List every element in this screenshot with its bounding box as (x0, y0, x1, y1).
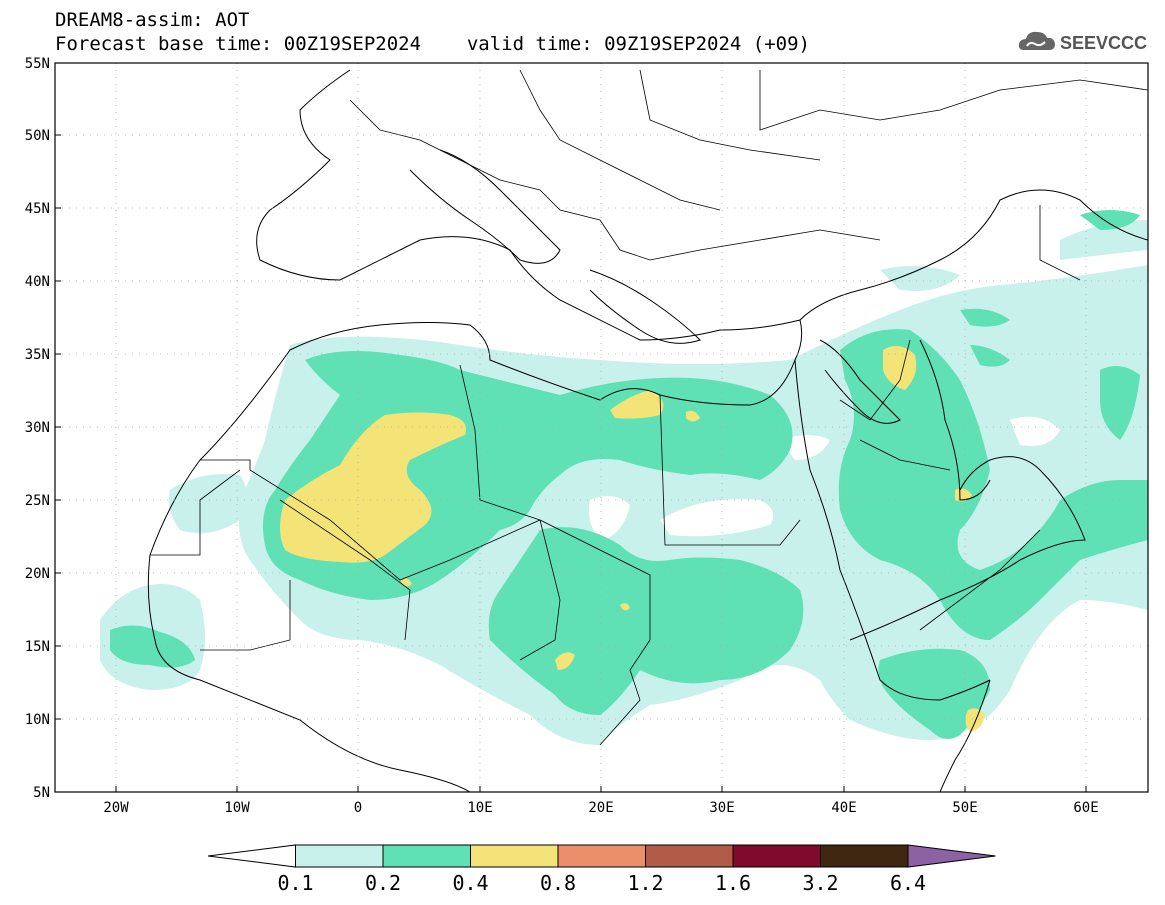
lon-label: 60E (1073, 800, 1098, 816)
colorbar-arrow-high (907, 844, 996, 868)
colorbar-label: 3.2 (802, 871, 838, 895)
lat-label: 55N (25, 56, 50, 72)
lon-label: 10W (224, 800, 250, 816)
valid-time: valid time: 09Z19SEP2024 (+09) (466, 33, 810, 55)
map-title: DREAM8-assim: AOT (55, 9, 250, 31)
colorbar-segment (470, 844, 559, 868)
lat-label: 10N (25, 712, 50, 728)
lat-label: 45N (25, 201, 50, 217)
colorbar-segment (557, 844, 646, 868)
colorbar-label: 0.1 (277, 871, 313, 895)
coastlines (147, 69, 1148, 792)
aot-contour-0.4-0.8 (280, 346, 985, 732)
axis-ticks (55, 62, 1087, 793)
colorbar-segments (207, 844, 996, 868)
lon-label: 20W (103, 800, 129, 816)
lat-label: 25N (25, 493, 50, 509)
lat-label: 40N (25, 274, 50, 290)
lon-label: 30E (709, 800, 734, 816)
lat-label: 20N (25, 566, 50, 582)
colorbar-label: 1.2 (627, 871, 663, 895)
colorbar-label: 6.4 (890, 871, 926, 895)
country-borders (150, 69, 1148, 746)
base-time: Forecast base time: 00Z19SEP2024 (55, 33, 422, 55)
colorbar-segment (645, 844, 734, 868)
lon-label: 20E (588, 800, 613, 816)
logo-text: SEEVCCC (1060, 33, 1147, 53)
colorbar-arrow-low (207, 844, 296, 868)
colorbar: 0.1 0.2 0.4 0.8 1.2 1.6 3.2 6.4 (207, 844, 996, 895)
lat-lon-gridlines (55, 63, 1148, 792)
colorbar-labels: 0.1 0.2 0.4 0.8 1.2 1.6 3.2 6.4 (277, 871, 926, 895)
lon-label: 50E (952, 800, 977, 816)
colorbar-segment (382, 844, 471, 868)
colorbar-segment (295, 844, 384, 868)
colorbar-label: 1.6 (715, 871, 751, 895)
aot-map: 55N 50N 45N 40N 35N 30N 25N 20N 15N 10N … (25, 56, 1149, 816)
lat-label: 15N (25, 639, 50, 655)
colorbar-segment (732, 844, 821, 868)
colorbar-label: 0.2 (365, 871, 401, 895)
lon-label: 40E (831, 800, 856, 816)
lat-label: 30N (25, 420, 50, 436)
colorbar-label: 0.4 (452, 871, 488, 895)
lat-label: 50N (25, 128, 50, 144)
lat-label: 5N (33, 785, 50, 801)
lat-label: 35N (25, 347, 50, 363)
colorbar-label: 0.8 (540, 871, 576, 895)
seevccc-logo: SEEVCCC (1018, 31, 1147, 53)
lon-label: 0 (354, 800, 362, 816)
forecast-times: Forecast base time: 00Z19SEP2024 valid t… (55, 34, 810, 54)
lon-label: 10E (467, 800, 492, 816)
colorbar-segment (820, 844, 909, 868)
